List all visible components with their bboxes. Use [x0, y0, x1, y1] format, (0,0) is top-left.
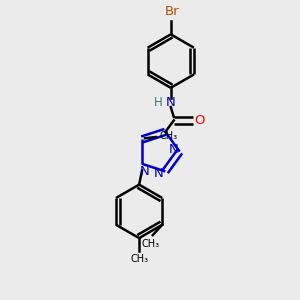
Text: N: N: [140, 165, 150, 178]
Text: O: O: [194, 114, 205, 127]
Text: CH₃: CH₃: [130, 254, 148, 264]
Text: N: N: [165, 96, 175, 109]
Text: N: N: [168, 143, 178, 156]
Text: H: H: [154, 96, 163, 109]
Text: CH₃: CH₃: [160, 131, 178, 141]
Text: N: N: [154, 167, 164, 180]
Text: Br: Br: [165, 5, 180, 18]
Text: CH₃: CH₃: [142, 239, 160, 249]
